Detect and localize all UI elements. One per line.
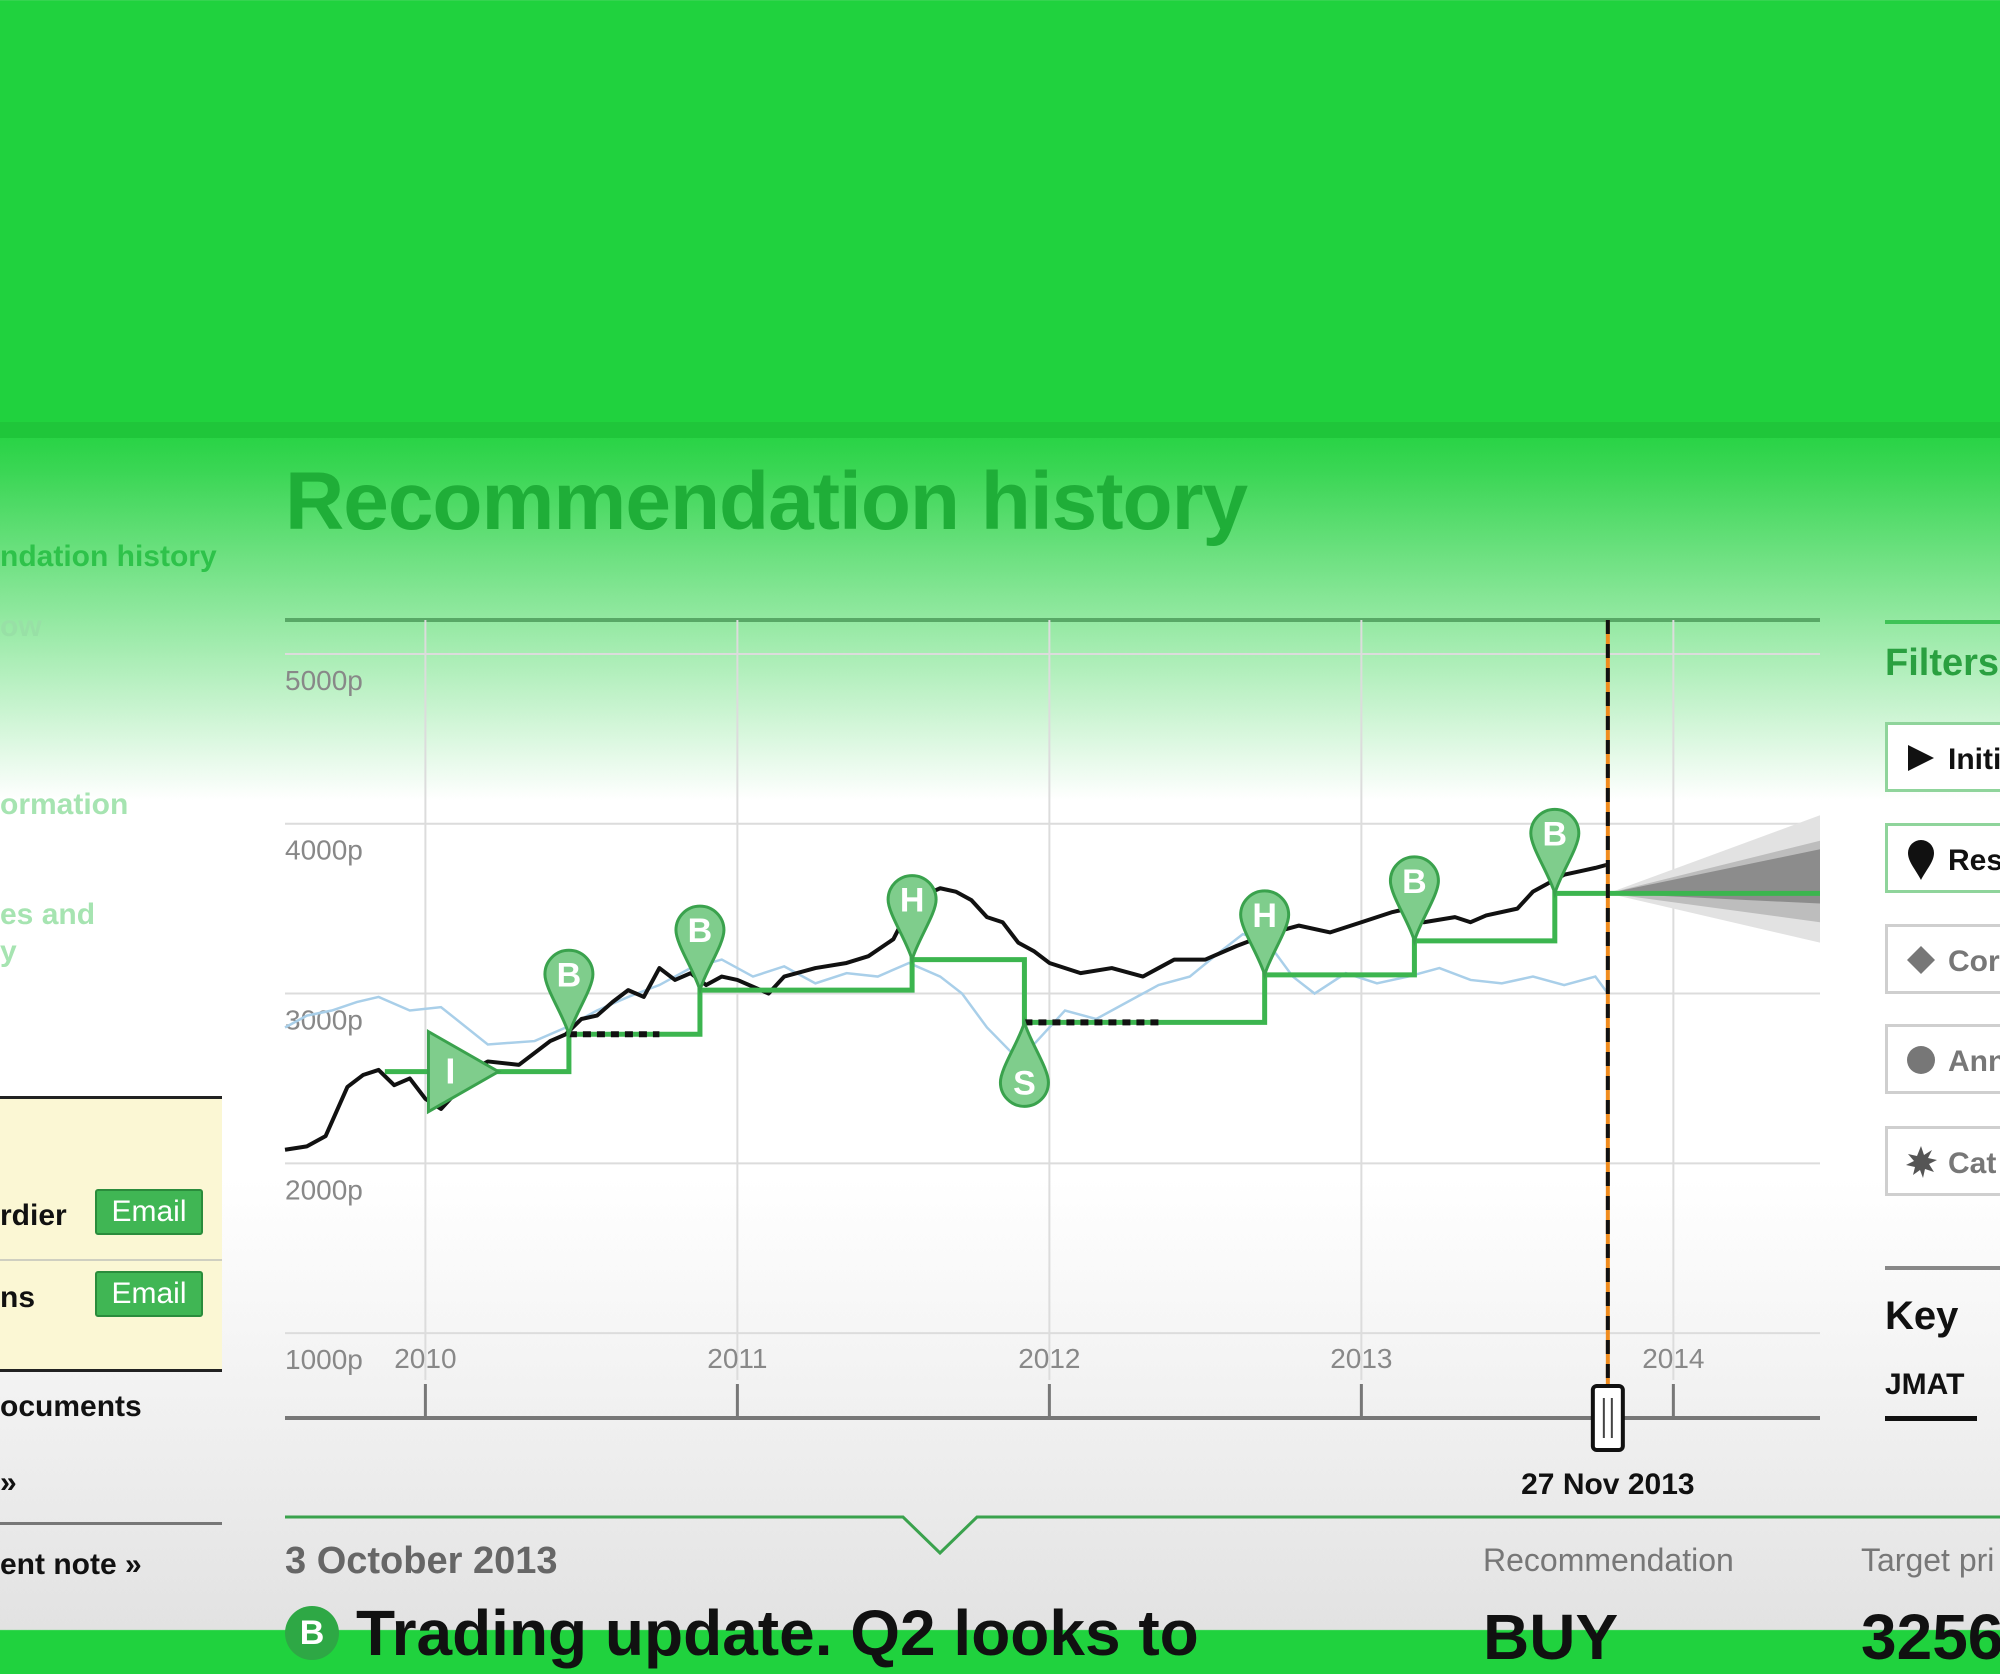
recommendation-badge: B [285,1606,339,1660]
forecast-fan-inner [1607,849,1820,904]
analyst-contacts-box: rdier Email ns Email [0,1096,222,1372]
recommendation-label: Recommendation [1483,1542,1734,1578]
circle-icon [1907,1046,1935,1074]
marker-label: H [1252,897,1277,935]
email-button[interactable]: Email [95,1271,203,1317]
side-link-more[interactable]: » [0,1466,17,1499]
relative-index-line [284,932,1609,1055]
filter-label: Ann [1948,1045,2000,1078]
target-price-step-line [384,890,1820,1075]
recommendation-pin-marker [1239,889,1291,981]
filter-announcement[interactable]: Ann [1885,1024,2000,1094]
target-price-value: 3256 [1861,1601,2000,1673]
x-tick-label: 2010 [394,1343,456,1374]
contact-name: ns [0,1281,36,1314]
side-nav-item-2[interactable]: ow [0,610,42,643]
page-title: Recommendation history [285,456,1248,547]
x-tick-label: 2011 [707,1343,767,1374]
key-item-underline [1885,1416,1977,1421]
side-nav-item-4-line2[interactable]: y [0,935,17,968]
marker-label: S [1013,1064,1036,1102]
side-nav-item-recommendation-history[interactable]: ndation history [0,540,217,573]
filter-label: Initi [1948,743,2000,776]
sell-marker [998,1017,1050,1108]
marker-label: I [445,1051,455,1092]
detail-date: 3 October 2013 [285,1540,558,1582]
contact-row: ns Email [0,1261,222,1341]
play-triangle-icon [1908,745,1934,771]
filter-initiation[interactable]: Initi [1885,722,2000,792]
top-banner-edge [0,422,2000,438]
filters-title: Filters [1885,642,2000,684]
y-tick-label: 5000p [285,665,363,696]
contact-name: rdier [0,1199,67,1232]
filter-corporate[interactable]: Cor [1885,924,2000,994]
recommendation-history-chart: 1000p 2000p 3000p 4000p 5000p 2010 2011 2012 201… [284,618,2000,1556]
detail-panel-divider [285,1515,2000,1556]
y-tick-label: 4000p [285,835,363,866]
email-button[interactable]: Email [95,1189,203,1235]
starburst-icon [1906,1146,1937,1178]
marker-label: B [1543,815,1568,853]
x-tick-label: 2013 [1330,1343,1392,1374]
diamond-icon [1907,946,1935,974]
filter-label: Res [1948,844,2000,877]
y-tick-label: 2000p [285,1174,363,1205]
recommendation-pin-marker [886,874,938,965]
recommendation-pin-marker [1529,807,1581,899]
key-item-jmat[interactable]: JMAT [1885,1368,1965,1401]
y-tick-label: 1000p [285,1344,363,1375]
key-title: Key [1885,1294,1959,1338]
marker-label: B [1402,863,1427,901]
recommendation-value: BUY [1483,1601,1619,1673]
filter-recommendation[interactable]: Res [1885,823,2000,893]
filter-label: Cat [1948,1147,1997,1180]
recommendation-pin-marker [543,948,595,1040]
filter-catalyst[interactable]: Cat [1885,1126,2000,1196]
map-pin-icon [1908,840,1934,880]
side-nav-item-4[interactable]: es and [0,898,96,931]
target-price-label: Target pri [1861,1542,1995,1578]
side-link-note[interactable]: ent note » [0,1548,142,1581]
side-nav-item-information[interactable]: ormation [0,788,129,821]
filters-divider [1885,620,2000,624]
recommendation-pin-marker [674,904,726,996]
side-link-documents[interactable]: ocuments [0,1390,142,1423]
detail-headline[interactable]: Trading update. Q2 looks to [356,1597,1199,1669]
timeline-scrub-handle [1590,1384,1625,1452]
x-tick-label: 2012 [1018,1343,1080,1374]
x-tick-label: 2014 [1642,1343,1704,1374]
side-nav: ndation history ow ormation es and y [0,0,230,1630]
marker-label: B [557,956,582,994]
marker-label: H [900,882,925,920]
marker-label: B [688,912,713,950]
filter-label: Cor [1948,945,2000,978]
initiation-marker [426,1029,502,1115]
side-divider [0,1522,222,1525]
contact-row: rdier Email [0,1179,222,1261]
recommendation-pin-marker [1388,855,1440,947]
key-divider [1885,1266,2000,1270]
selected-date-label: 27 Nov 2013 [1521,1468,1694,1501]
